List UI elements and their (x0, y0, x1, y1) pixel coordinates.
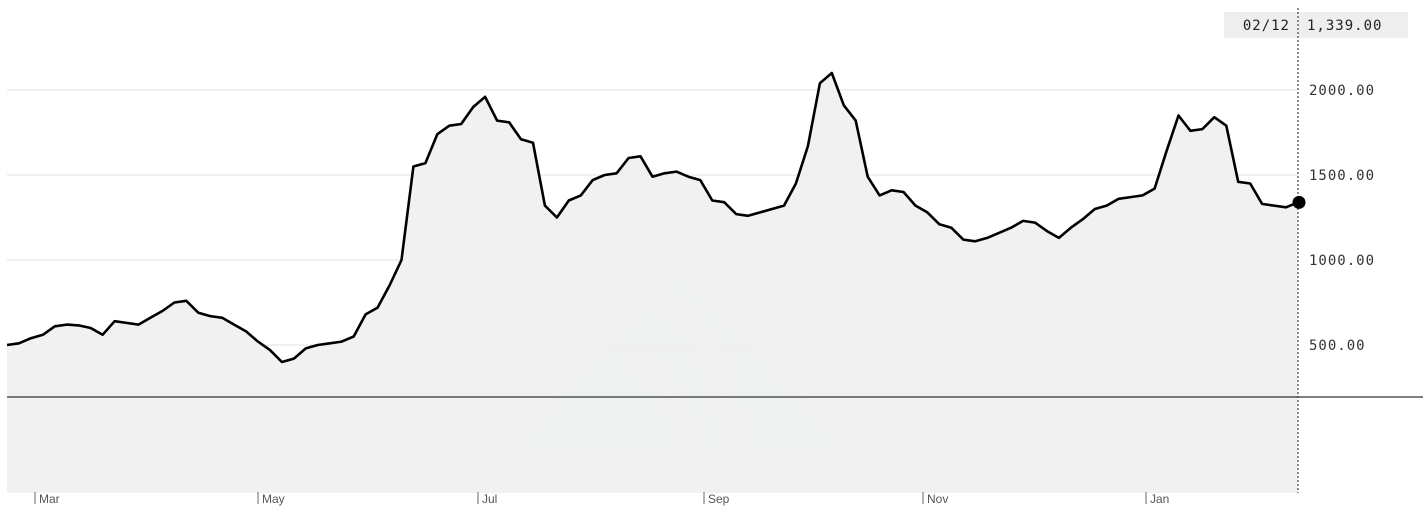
readout-value: 1,339.00 (1307, 18, 1382, 34)
price-readout: 02/12 1,339.00 (1224, 12, 1408, 38)
last-value-marker-group (1292, 195, 1306, 209)
x-tick-label: Nov (927, 492, 948, 506)
y-axis-ticks: 500.00 1000.00 1500.00 2000.00 (1309, 83, 1375, 354)
x-tick-label: Mar (39, 492, 60, 506)
x-axis-ticks: Mar May Jul Sep Nov Jan (34, 492, 1169, 506)
axes (7, 8, 1423, 493)
x-tick-label: Jul (482, 492, 497, 506)
y-tick-label: 500.00 (1309, 338, 1366, 354)
x-tick-label: May (262, 492, 285, 506)
readout-background (1224, 12, 1408, 38)
readout-date: 02/12 (1243, 18, 1290, 34)
x-tick-label: Sep (708, 492, 730, 506)
y-tick-label: 1000.00 (1309, 253, 1375, 269)
plot-area (6, 71, 1298, 493)
x-tick-label: Jan (1150, 492, 1169, 506)
last-value-marker (1292, 195, 1306, 209)
series-line (6, 71, 1298, 364)
y-tick-label: 2000.00 (1309, 83, 1375, 99)
y-tick-label: 1500.00 (1309, 168, 1375, 184)
series-area-fill (7, 73, 1298, 493)
